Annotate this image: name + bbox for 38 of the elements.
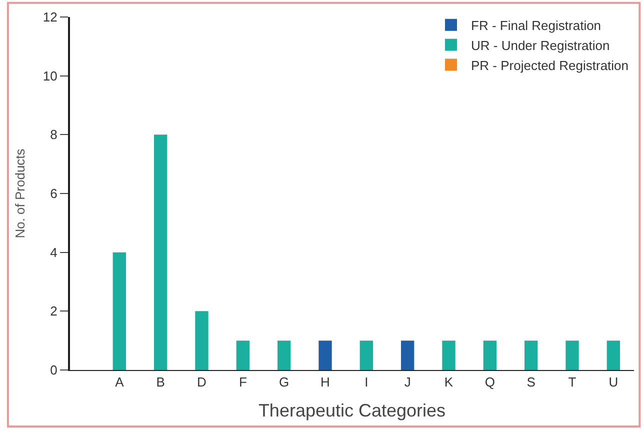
x-tick-label: H — [320, 374, 330, 390]
bar — [566, 340, 579, 370]
x-tick-label: K — [444, 374, 454, 390]
x-tick-label: S — [526, 374, 536, 390]
x-tick-label: J — [404, 374, 411, 390]
bar — [606, 340, 620, 370]
x-tick-label: A — [115, 374, 124, 390]
y-tick-label: 10 — [42, 68, 58, 84]
x-tick-label: G — [279, 374, 290, 390]
bar — [154, 134, 168, 370]
bar — [318, 340, 332, 370]
x-tick-label: D — [197, 374, 206, 390]
legend-label: UR - Under Registration — [471, 38, 610, 53]
bar — [277, 340, 291, 370]
y-tick-label: 12 — [42, 10, 58, 25]
x-axis-title: Therapeutic Categories — [258, 400, 446, 421]
x-tick-label: F — [238, 374, 247, 390]
y-tick-label: 0 — [50, 362, 58, 378]
bar — [442, 340, 456, 370]
bar — [112, 252, 126, 370]
x-tick-label: T — [568, 374, 576, 390]
y-tick-label: 4 — [50, 244, 58, 260]
legend-label: FR - Final Registration — [471, 18, 602, 33]
x-tick-label: Q — [484, 374, 495, 390]
y-tick-label: 2 — [50, 304, 58, 319]
bar — [236, 340, 250, 370]
bar — [360, 340, 373, 370]
y-axis-title: No. of Products — [12, 148, 28, 238]
x-tick-label: B — [156, 374, 165, 390]
bar — [483, 340, 496, 370]
y-tick-label: 8 — [50, 127, 58, 142]
bar — [195, 311, 208, 370]
bar — [524, 340, 538, 370]
y-tick-label: 6 — [50, 186, 58, 202]
x-tick-label: U — [608, 374, 618, 390]
bar — [400, 340, 414, 370]
x-tick-label: I — [364, 374, 368, 390]
legend-label: PR - Projected Registration — [471, 58, 629, 73]
